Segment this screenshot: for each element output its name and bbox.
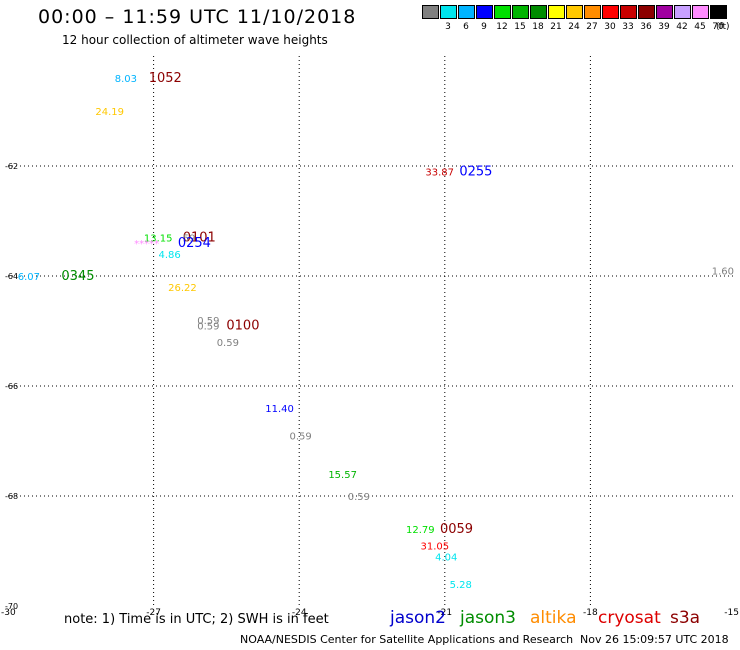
legend-swatch: [494, 5, 511, 19]
footer-note: note: 1) Time is in UTC; 2) SWH is in fe…: [64, 612, 329, 627]
legend-unit-label: (ft): [716, 22, 730, 32]
satellite-name-jason3: jason3: [460, 608, 516, 628]
wave-height-label: 0.59: [197, 316, 219, 327]
legend-value-label: 27: [586, 22, 598, 32]
satellite-name-s3a: s3a: [670, 608, 701, 628]
legend-swatch: [512, 5, 529, 19]
wave-height-label: 33.87: [425, 168, 454, 179]
legend-value-label: 12: [496, 22, 508, 32]
lon-tick-label: -30: [1, 608, 16, 618]
page-subtitle: 12 hour collection of altimeter wave hei…: [62, 33, 328, 47]
pass-time-label: 0101: [183, 231, 216, 246]
legend-value-label: 45: [694, 22, 706, 32]
wave-height-label: 0.59: [289, 432, 311, 443]
legend-swatch: [440, 5, 457, 19]
wave-height-label: 0.59: [217, 338, 239, 349]
lat-tick-label: -62: [5, 162, 18, 171]
map-grid: [8, 56, 736, 606]
pass-time-label: 1052: [149, 71, 182, 86]
legend-value-label: 9: [481, 22, 487, 32]
pass-time-label: 0345: [61, 269, 94, 284]
page-title: 00:00 – 11:59 UTC 11/10/2018: [38, 6, 357, 28]
pass-time-label: 0254: [178, 236, 211, 251]
legend-value-label: 30: [604, 22, 616, 32]
wave-height-label: 59: [183, 234, 196, 245]
legend-swatch: [656, 5, 673, 19]
wave-height-label: 0.59: [348, 492, 370, 503]
legend-value-label: 3: [445, 22, 451, 32]
map-tick-labels: -30 -27 -24 -21 -18 -15 -62 -64 -66 -68 -70: [1, 162, 739, 618]
wave-height-label: *****: [134, 239, 159, 250]
wave-height-label: 12.79: [406, 525, 435, 536]
wave-height-label: 31.05: [421, 542, 450, 553]
lat-tick-label: -64: [5, 272, 18, 281]
pass-time-label: 0059: [440, 522, 473, 537]
wave-height-label: 0.59: [197, 322, 219, 333]
legend-swatch: [674, 5, 691, 19]
legend-value-label: 18: [532, 22, 544, 32]
pass-time-label: 0100: [226, 319, 259, 334]
legend-value-label: 70: [712, 22, 724, 32]
generated-timestamp: Nov 26 15:09:57 UTC 2018: [580, 633, 729, 646]
legend-value-label: 36: [640, 22, 652, 32]
wave-height-label: 11.40: [265, 404, 294, 415]
satellite-name-cryosat: cryosat: [598, 608, 661, 628]
credit-line: NOAA/NESDIS Center for Satellite Applica…: [240, 633, 574, 646]
lon-tick-label: -27: [146, 608, 161, 618]
legend-swatch: [530, 5, 547, 19]
lon-tick-label: -15: [724, 608, 739, 618]
wave-height-label: 6.07: [18, 272, 40, 283]
lat-tick-label: -70: [5, 602, 18, 611]
legend-value-label: 21: [550, 22, 562, 32]
legend-value-label: 6: [463, 22, 469, 32]
wave-height-label: 15.57: [328, 470, 357, 481]
wave-height-label: 4.86: [158, 250, 180, 261]
wave-height-label: 8.03: [115, 74, 137, 85]
legend-value-label: 24: [568, 22, 580, 32]
wave-height-label: 26.22: [168, 283, 197, 294]
legend-value-label: 39: [658, 22, 670, 32]
legend-swatch: [548, 5, 565, 19]
legend-swatch: [566, 5, 583, 19]
pass-time-label: 0255: [459, 165, 492, 180]
lon-tick-label: -18: [583, 608, 598, 618]
satellite-name-altika: altika: [530, 608, 577, 628]
satellite-name-jason2: jason2: [390, 608, 446, 628]
legend-swatch: [692, 5, 709, 19]
legend-swatch: [584, 5, 601, 19]
lon-tick-label: -24: [292, 608, 307, 618]
wave-height-label: 1.60: [712, 267, 734, 278]
lat-tick-label: -68: [5, 492, 18, 501]
legend-value-label: 42: [676, 22, 688, 32]
legend-swatch: [620, 5, 637, 19]
wave-height-label: 4.04: [435, 553, 457, 564]
wave-height-label: 5.28: [450, 580, 472, 591]
legend-swatch: [638, 5, 655, 19]
legend-swatch: [476, 5, 493, 19]
lon-tick-label: -21: [437, 608, 452, 618]
legend-value-label: 15: [514, 22, 526, 32]
legend-value-label: 33: [622, 22, 634, 32]
legend-swatch: [710, 5, 727, 19]
legend-swatch: [458, 5, 475, 19]
wave-height-label: 24.19: [95, 107, 124, 118]
legend-swatch: [602, 5, 619, 19]
lat-tick-label: -66: [5, 382, 18, 391]
wave-height-label: 13.15: [144, 234, 173, 245]
legend-swatch: [422, 5, 439, 19]
